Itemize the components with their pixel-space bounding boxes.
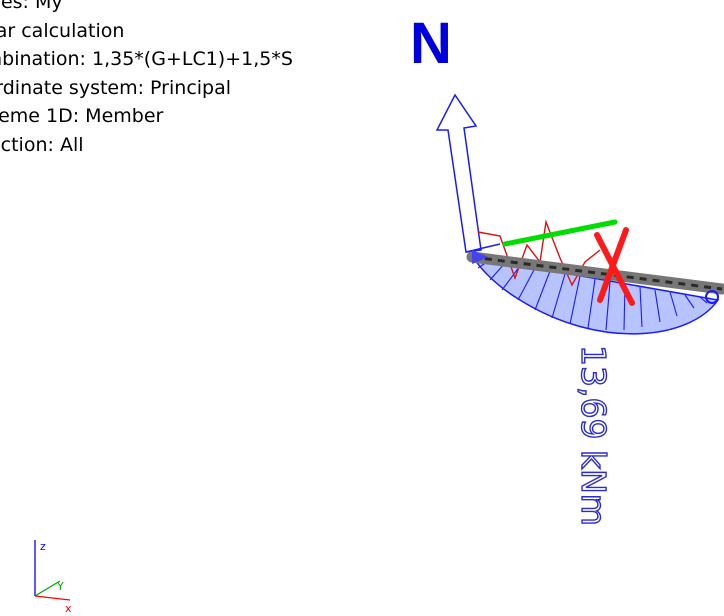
coordinate-system-line: oordinate system: Principal bbox=[0, 76, 232, 99]
info-panel: alues: My near calculation ombination: 1… bbox=[0, 0, 293, 159]
values-line: alues: My bbox=[0, 0, 63, 13]
axis-z-label: z bbox=[40, 540, 46, 553]
moment-diagram bbox=[471, 255, 720, 335]
north-label: N bbox=[410, 11, 452, 76]
selection-line: election: All bbox=[0, 133, 84, 156]
axis-y-label: Y bbox=[56, 580, 64, 593]
calculation-line: near calculation bbox=[0, 19, 125, 42]
green-member bbox=[502, 219, 618, 247]
moment-value-label: 13,69 kNm bbox=[574, 345, 613, 526]
x-cross-icon bbox=[594, 227, 635, 306]
axis-x-label: x bbox=[65, 602, 72, 615]
combination-line: ombination: 1,35*(G+LC1)+1,5*S bbox=[0, 48, 293, 70]
extreme-line: xtreme 1D: Member bbox=[0, 105, 164, 127]
beam-member[interactable] bbox=[466, 250, 724, 304]
north-arrow-icon bbox=[435, 93, 501, 253]
coordinate-axes-icon: z Y x bbox=[34, 540, 72, 615]
